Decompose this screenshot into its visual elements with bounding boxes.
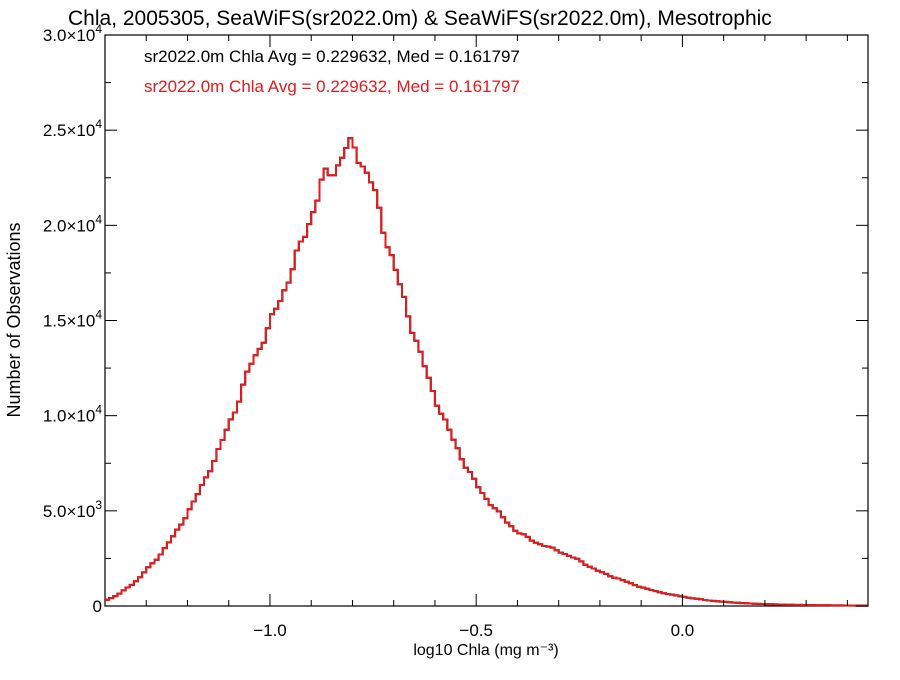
y-tick-mantissa: 1.5×10 <box>43 312 95 331</box>
y-tick-mantissa: 3.0×10 <box>43 26 95 45</box>
y-axis-label: Number of Observations <box>4 222 24 417</box>
y-tick-exponent: 4 <box>95 22 102 36</box>
y-tick-mantissa: 0 <box>93 597 102 616</box>
y-tick-label: 1.0×104 <box>43 403 102 426</box>
y-tick-exponent: 4 <box>95 212 102 226</box>
y-tick-label: 1.5×104 <box>43 308 102 331</box>
y-tick-exponent: 4 <box>95 403 102 417</box>
y-axis: 05.0×1031.0×1041.5×1042.0×1042.5×1043.0×… <box>43 22 868 616</box>
series-line-1 <box>105 137 868 607</box>
y-tick-label: 5.0×103 <box>43 498 102 521</box>
y-tick-mantissa: 2.0×10 <box>43 216 95 235</box>
y-tick-label: 2.0×104 <box>43 212 102 235</box>
annotation-stats-0: sr2022.0m Chla Avg = 0.229632, Med = 0.1… <box>144 47 520 66</box>
series-line-0 <box>105 137 868 607</box>
annotation-stats-1: sr2022.0m Chla Avg = 0.229632, Med = 0.1… <box>144 77 520 96</box>
x-tick-label: 0.0 <box>671 621 695 640</box>
y-tick-label: 3.0×104 <box>43 22 102 45</box>
y-tick-exponent: 4 <box>95 308 102 322</box>
x-axis-label: log10 Chla (mg m⁻³) <box>413 642 558 659</box>
series-layer <box>105 137 868 607</box>
plot-border <box>104 34 869 607</box>
x-tick-label: −1.0 <box>253 621 287 640</box>
plot-frame <box>104 34 869 607</box>
y-tick-label: 0 <box>93 597 102 616</box>
x-tick-label: −0.5 <box>459 621 493 640</box>
y-tick-exponent: 4 <box>95 117 102 131</box>
y-tick-mantissa: 2.5×10 <box>43 121 95 140</box>
y-tick-mantissa: 1.0×10 <box>43 407 95 426</box>
y-tick-mantissa: 5.0×10 <box>43 502 95 521</box>
y-tick-label: 2.5×104 <box>43 117 102 140</box>
chart-title: Chla, 2005305, SeaWiFS(sr2022.0m) & SeaW… <box>68 7 772 30</box>
annotations: sr2022.0m Chla Avg = 0.229632, Med = 0.1… <box>144 47 520 96</box>
y-tick-exponent: 3 <box>95 498 102 512</box>
x-axis: −1.0 −0.5 0.0 <box>145 35 848 640</box>
